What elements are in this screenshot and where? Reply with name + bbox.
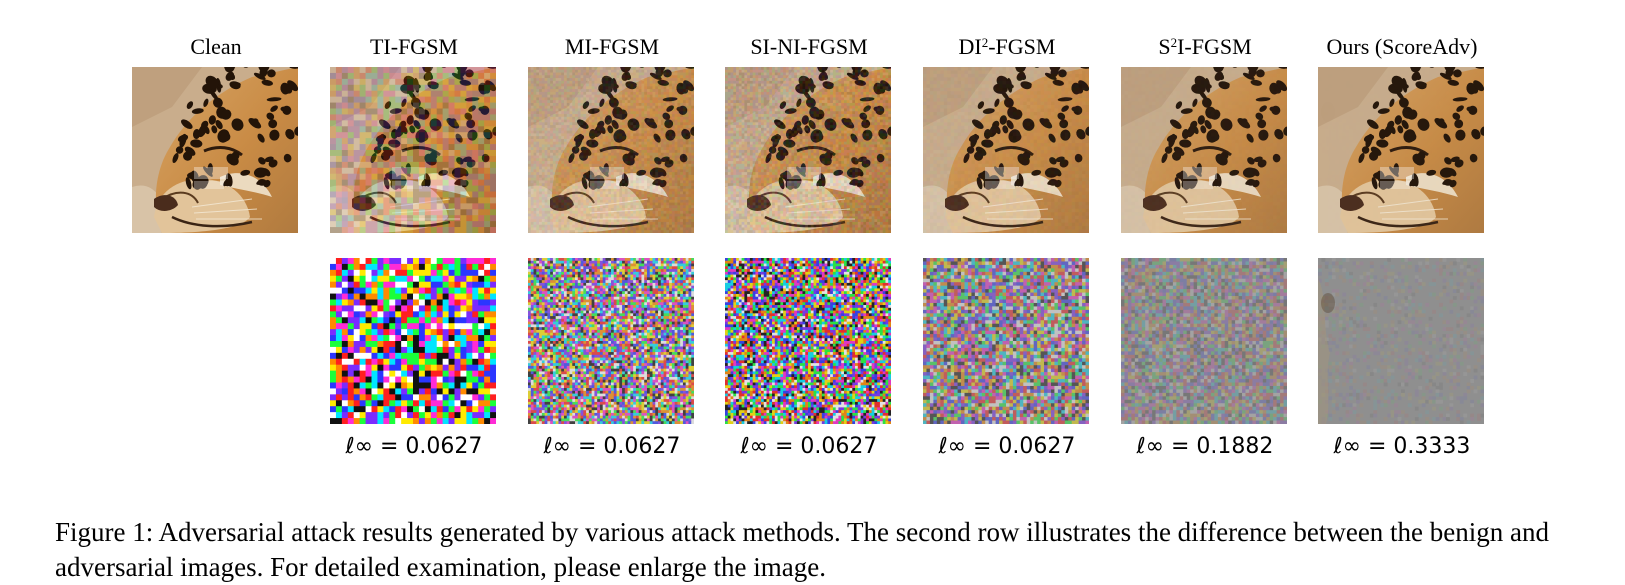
method-name: DI — [959, 34, 982, 59]
perturbation-map — [725, 258, 891, 424]
method-name: TI-FGSM — [370, 34, 458, 59]
difference-image — [330, 258, 496, 424]
adversarial-noise-overlay — [923, 67, 1089, 233]
linf-norm-label: ℓ∞ = 0.1882 — [1091, 434, 1319, 460]
adversarial-noise-overlay — [725, 67, 891, 233]
adversarial-noise-overlay — [1121, 67, 1287, 233]
difference-image — [1318, 258, 1484, 424]
jaguar-photo — [132, 67, 298, 233]
adversarial-noise-overlay — [528, 67, 694, 233]
difference-image — [725, 258, 891, 424]
linf-norm-label: ℓ∞ = 0.0627 — [893, 434, 1121, 460]
perturbation-map — [528, 258, 694, 424]
adversarial-image — [1121, 67, 1287, 233]
difference-image — [528, 258, 694, 424]
perturbation-map — [1318, 258, 1484, 424]
adversarial-noise-overlay — [1318, 67, 1484, 233]
adversarial-image — [132, 67, 298, 233]
adversarial-image — [528, 67, 694, 233]
adversarial-image — [725, 67, 891, 233]
linf-norm-label: ℓ∞ = 0.0627 — [498, 434, 726, 460]
perturbation-map — [1121, 258, 1287, 424]
linf-norm-label: ℓ∞ = 0.3333 — [1288, 434, 1516, 460]
method-label: Ours (ScoreAdv) — [1278, 34, 1526, 60]
linf-norm-label: ℓ∞ = 0.0627 — [695, 434, 923, 460]
method-name-suffix: -FGSM — [988, 34, 1055, 59]
method-name: S — [1158, 34, 1170, 59]
method-name: MI-FGSM — [565, 34, 659, 59]
perturbation-map — [923, 258, 1089, 424]
method-name: SI-NI-FGSM — [750, 34, 867, 59]
adversarial-image — [330, 67, 496, 233]
adversarial-image — [1318, 67, 1484, 233]
difference-image — [1121, 258, 1287, 424]
figure-caption: Figure 1: Adversarial attack results gen… — [55, 515, 1585, 585]
method-name-suffix: I-FGSM — [1177, 34, 1252, 59]
method-name: Ours (ScoreAdv) — [1327, 34, 1478, 59]
perturbation-map — [330, 258, 496, 424]
adversarial-image — [923, 67, 1089, 233]
difference-image — [923, 258, 1089, 424]
method-name: Clean — [190, 34, 241, 59]
adversarial-noise-overlay — [330, 67, 496, 233]
linf-norm-label: ℓ∞ = 0.0627 — [300, 434, 528, 460]
